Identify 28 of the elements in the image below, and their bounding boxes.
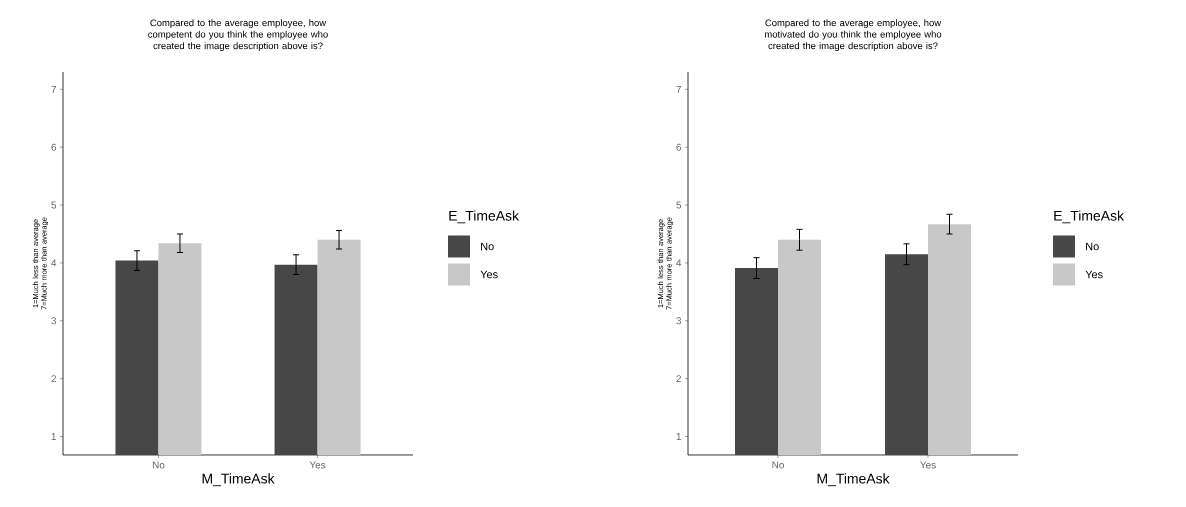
legend-label: Yes xyxy=(1085,270,1103,279)
y-tick-label: 4 xyxy=(51,259,57,267)
y-tick-label: 4 xyxy=(676,259,682,267)
chart-title: Compared to the average employee, how competent do you think the employee who created the image description above is? xyxy=(148,19,328,51)
y-tick-label: 7 xyxy=(51,85,56,93)
y-tick-label: 2 xyxy=(51,375,56,383)
legend-title: E_TimeAsk xyxy=(449,210,520,224)
x-tick-label: Yes xyxy=(309,461,326,469)
x-tick-label: No xyxy=(772,461,784,469)
y-tick-label: 3 xyxy=(676,317,682,325)
y-tick-label: 1 xyxy=(676,433,682,440)
y-tick-label: 1 xyxy=(51,433,57,440)
y-tick-label: 3 xyxy=(51,317,57,325)
legend-label: No xyxy=(481,242,494,251)
y-tick-label: 7 xyxy=(676,85,681,93)
y-tick-label: 5 xyxy=(51,201,57,209)
y-tick-label: 5 xyxy=(676,201,682,209)
x-axis-title: M_TimeAsk xyxy=(202,473,275,487)
x-tick-label: Yes xyxy=(920,461,936,469)
chart-title: Compared to the average employee, how motivated do you think the employee who created the image description above is? xyxy=(764,19,942,51)
legend-title: E_TimeAsk xyxy=(1054,210,1125,224)
y-tick-label: 2 xyxy=(676,375,681,383)
y-tick-label: 6 xyxy=(676,143,682,151)
y-tick-label: 6 xyxy=(51,143,57,151)
x-tick-label: No xyxy=(152,461,165,469)
legend-label: Yes xyxy=(480,270,498,279)
x-axis-title: M_TimeAsk xyxy=(817,473,890,487)
legend-label: No xyxy=(1086,242,1099,251)
